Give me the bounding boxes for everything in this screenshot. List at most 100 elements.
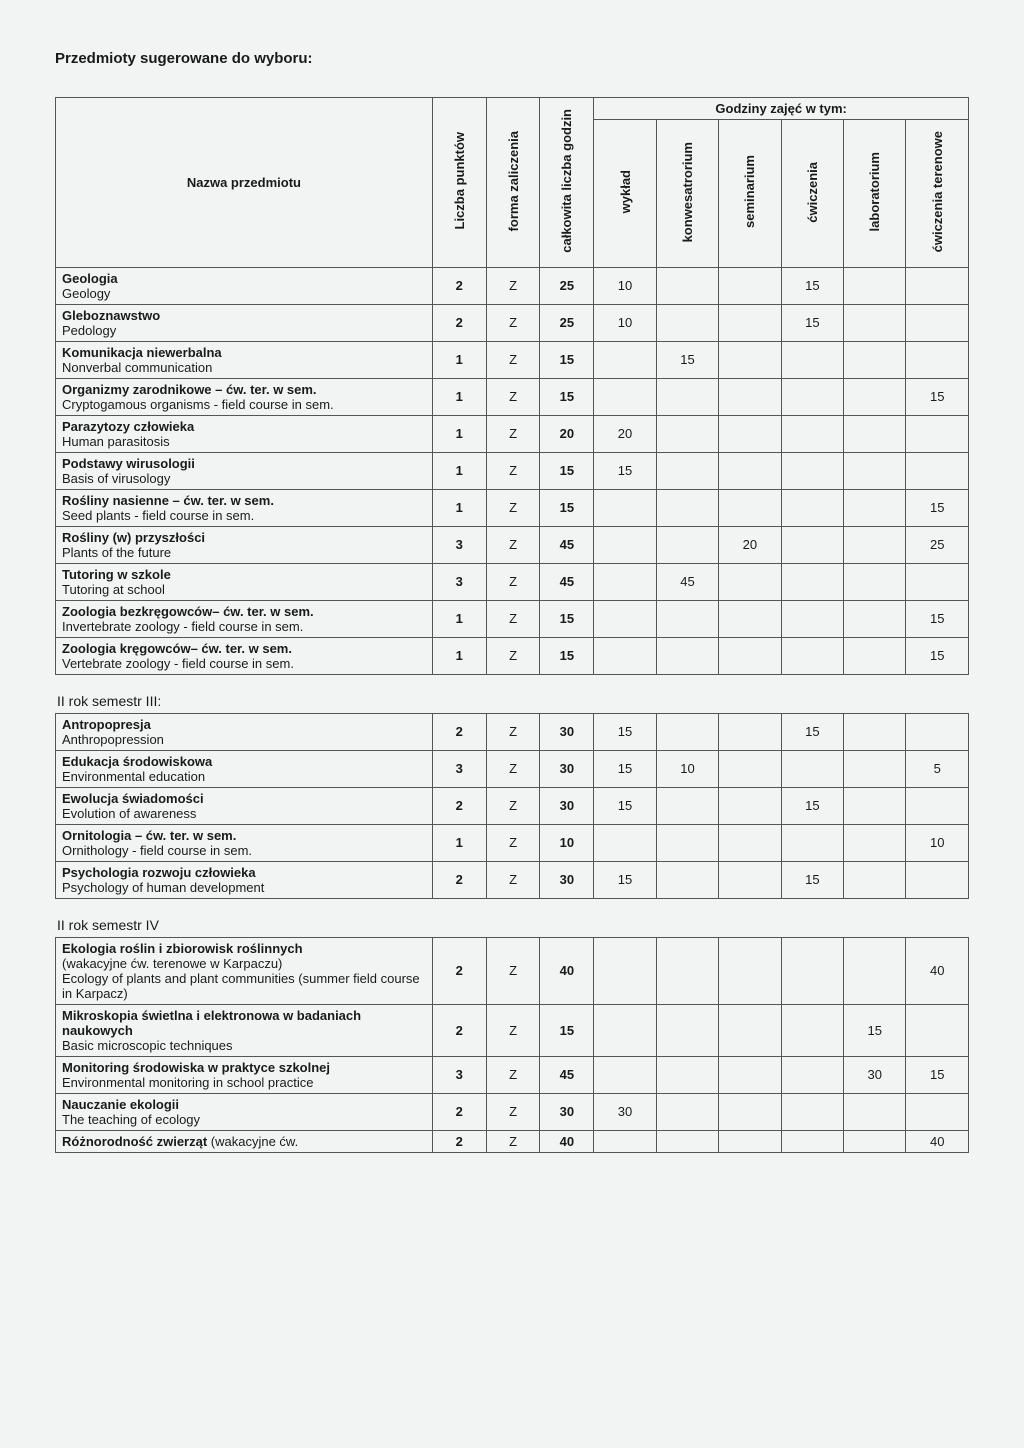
value-cell: 30 (540, 1093, 594, 1130)
value-cell (844, 787, 906, 824)
table-body-1: GeologiaGeology2Z251015GleboznawstwoPedo… (56, 267, 969, 674)
value-cell (719, 415, 781, 452)
value-cell (719, 1004, 781, 1056)
subject-cell: Ewolucja świadomościEvolution of awarene… (56, 787, 433, 824)
value-cell (781, 824, 843, 861)
table-row: GleboznawstwoPedology2Z251015 (56, 304, 969, 341)
value-cell (719, 600, 781, 637)
value-cell: 15 (540, 452, 594, 489)
value-cell: 25 (540, 304, 594, 341)
value-cell: 3 (432, 1056, 486, 1093)
value-cell: 2 (432, 713, 486, 750)
table-row: Podstawy wirusologiiBasis of virusology1… (56, 452, 969, 489)
col-total: całkowita liczba godzin (540, 98, 594, 268)
col-cwiczenia: ćwiczenia (781, 120, 843, 268)
value-cell: Z (486, 600, 540, 637)
value-cell (844, 637, 906, 674)
value-cell: Z (486, 267, 540, 304)
value-cell (594, 526, 656, 563)
value-cell: 1 (432, 378, 486, 415)
courses-table-3: Ekologia roślin i zbiorowisk roślinnych(… (55, 937, 969, 1153)
value-cell: 15 (781, 267, 843, 304)
value-cell (844, 563, 906, 600)
value-cell (906, 1093, 969, 1130)
table-body-2: AntropopresjaAnthropopression2Z301515Edu… (56, 713, 969, 898)
value-cell: 15 (540, 637, 594, 674)
value-cell (594, 341, 656, 378)
value-cell (656, 861, 718, 898)
value-cell (656, 600, 718, 637)
value-cell (656, 1130, 718, 1152)
table-row: Monitoring środowiska w praktyce szkolne… (56, 1056, 969, 1093)
value-cell (719, 637, 781, 674)
value-cell: 40 (906, 937, 969, 1004)
col-konwersatorium: konwesatrorium (656, 120, 718, 268)
value-cell: 15 (781, 713, 843, 750)
value-cell: Z (486, 861, 540, 898)
value-cell (906, 787, 969, 824)
subject-cell: Tutoring w szkoleTutoring at school (56, 563, 433, 600)
value-cell (844, 1130, 906, 1152)
value-cell (719, 713, 781, 750)
value-cell (719, 341, 781, 378)
value-cell (906, 1004, 969, 1056)
value-cell: 15 (906, 637, 969, 674)
value-cell: Z (486, 937, 540, 1004)
value-cell (844, 824, 906, 861)
table-body-3: Ekologia roślin i zbiorowisk roślinnych(… (56, 937, 969, 1152)
value-cell: 3 (432, 750, 486, 787)
value-cell (656, 267, 718, 304)
value-cell: 15 (540, 489, 594, 526)
value-cell: 1 (432, 824, 486, 861)
value-cell: Z (486, 824, 540, 861)
value-cell (594, 378, 656, 415)
value-cell (781, 526, 843, 563)
value-cell: Z (486, 489, 540, 526)
value-cell (656, 937, 718, 1004)
value-cell (656, 415, 718, 452)
value-cell: 15 (781, 787, 843, 824)
subject-cell: Parazytozy człowiekaHuman parasitosis (56, 415, 433, 452)
value-cell: 2 (432, 1130, 486, 1152)
value-cell (781, 1093, 843, 1130)
subject-cell: Nauczanie ekologiiThe teaching of ecolog… (56, 1093, 433, 1130)
value-cell: 15 (844, 1004, 906, 1056)
value-cell (594, 1056, 656, 1093)
col-cwiczenia-terenowe: ćwiczenia terenowe (906, 120, 969, 268)
value-cell: Z (486, 637, 540, 674)
table-row: Różnorodność zwierząt (wakacyjne ćw.2Z40… (56, 1130, 969, 1152)
value-cell: Z (486, 1093, 540, 1130)
value-cell: 15 (781, 861, 843, 898)
value-cell (906, 452, 969, 489)
value-cell (844, 489, 906, 526)
value-cell (781, 1056, 843, 1093)
value-cell (656, 1093, 718, 1130)
value-cell: 15 (540, 341, 594, 378)
value-cell: 3 (432, 526, 486, 563)
value-cell (844, 600, 906, 637)
value-cell (656, 637, 718, 674)
value-cell: 20 (540, 415, 594, 452)
value-cell (719, 861, 781, 898)
value-cell (906, 415, 969, 452)
value-cell (594, 937, 656, 1004)
value-cell (906, 341, 969, 378)
value-cell (781, 341, 843, 378)
value-cell: 30 (594, 1093, 656, 1130)
value-cell: 10 (906, 824, 969, 861)
value-cell: 45 (540, 1056, 594, 1093)
table-row: Ewolucja świadomościEvolution of awarene… (56, 787, 969, 824)
value-cell: 10 (656, 750, 718, 787)
subject-cell: Zoologia bezkręgowców– ćw. ter. w sem.In… (56, 600, 433, 637)
value-cell: 15 (540, 600, 594, 637)
table-row: Zoologia bezkręgowców– ćw. ter. w sem.In… (56, 600, 969, 637)
value-cell (719, 267, 781, 304)
section-3-label: II rok semestr IV (57, 917, 969, 933)
subject-cell: Psychologia rozwoju człowiekaPsychology … (56, 861, 433, 898)
subject-cell: Różnorodność zwierząt (wakacyjne ćw. (56, 1130, 433, 1152)
value-cell: 20 (594, 415, 656, 452)
value-cell: Z (486, 452, 540, 489)
col-wyklad: wykład (594, 120, 656, 268)
value-cell: 2 (432, 787, 486, 824)
value-cell: 10 (594, 267, 656, 304)
